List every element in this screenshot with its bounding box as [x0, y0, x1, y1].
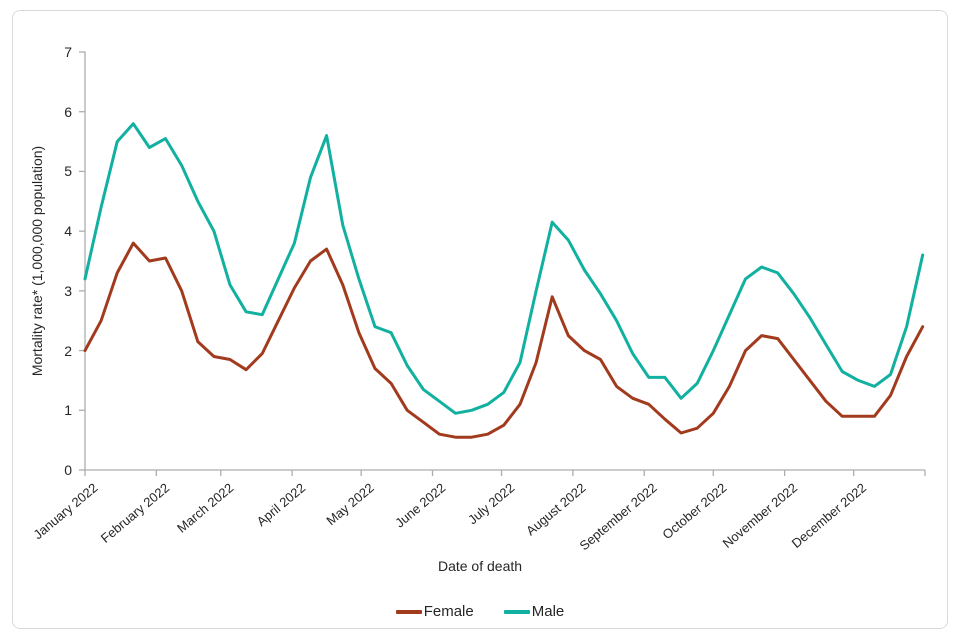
legend-label-male: Male — [531, 603, 565, 620]
legend-item-male: Male — [503, 603, 565, 620]
axis-lines — [84, 51, 925, 471]
y-tick-label: 7 — [64, 44, 72, 60]
y-tick-label: 2 — [64, 342, 72, 359]
y-tick-label: 6 — [64, 103, 72, 120]
y-tick-label: 5 — [64, 163, 72, 180]
y-tick-label: 1 — [64, 402, 72, 419]
y-axis-title: Mortality rate* (1,000,000 population) — [29, 145, 45, 377]
male-line — [83, 122, 925, 415]
figure-border — [12, 10, 948, 629]
female-line — [83, 241, 925, 439]
legend-label-female: Female — [423, 603, 474, 620]
legend: Female Male — [0, 603, 960, 620]
y-tick-label: 0 — [64, 462, 72, 478]
y-tick-label: 4 — [64, 223, 72, 240]
x-axis-title: Date of death — [437, 558, 523, 574]
legend-item-female: Female — [395, 603, 474, 620]
female-line-swatch — [395, 609, 422, 614]
y-tick-label: 3 — [64, 282, 72, 299]
male-line-swatch — [503, 609, 530, 614]
